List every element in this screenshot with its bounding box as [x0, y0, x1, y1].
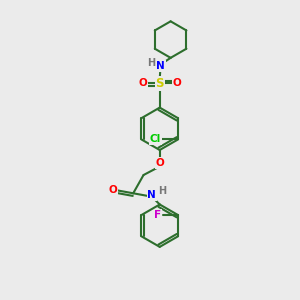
- Text: H: H: [147, 58, 155, 68]
- Text: N: N: [147, 190, 156, 200]
- Text: O: O: [109, 185, 118, 195]
- Text: Cl: Cl: [150, 134, 161, 144]
- Text: O: O: [138, 78, 147, 88]
- Text: O: O: [172, 78, 181, 88]
- Text: N: N: [156, 61, 165, 71]
- Text: S: S: [155, 77, 164, 90]
- Text: F: F: [154, 210, 162, 220]
- Text: H: H: [158, 186, 166, 196]
- Text: O: O: [155, 158, 164, 168]
